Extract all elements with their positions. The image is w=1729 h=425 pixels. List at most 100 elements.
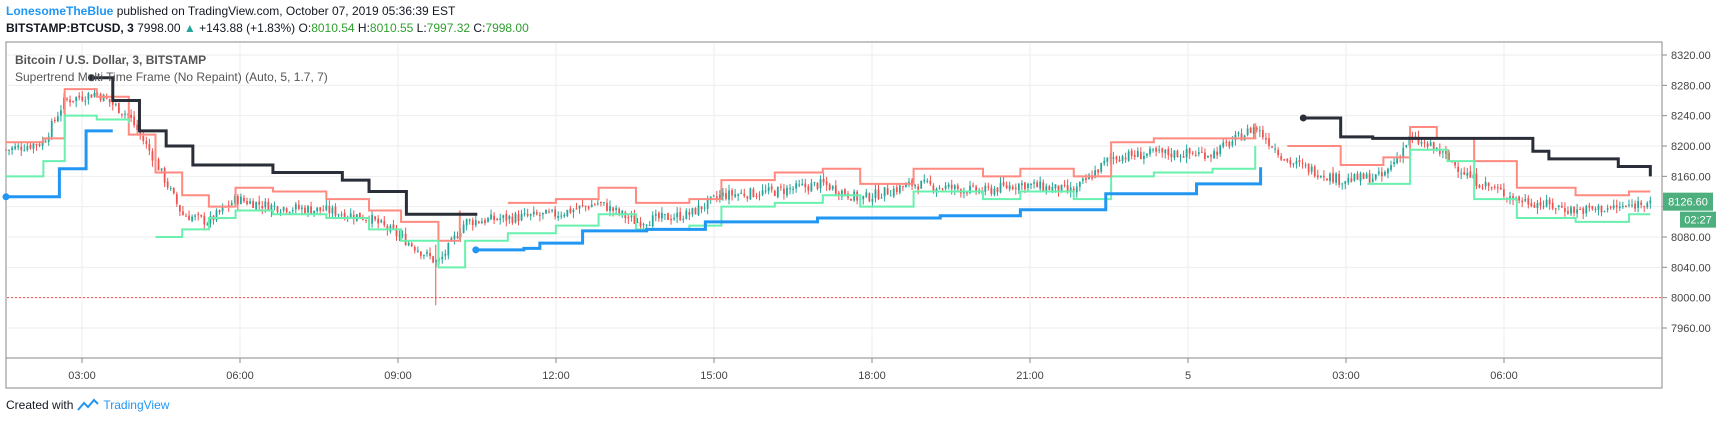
candle-body — [706, 198, 709, 209]
candle-body — [1564, 208, 1566, 212]
candle-body — [1210, 155, 1212, 157]
close-label: C: — [473, 21, 486, 35]
candle-body — [1545, 199, 1548, 207]
candle-body — [810, 183, 813, 192]
candle-body — [1478, 185, 1481, 188]
candle-body — [349, 213, 352, 218]
candle-body — [1069, 187, 1072, 192]
candle-body — [203, 215, 206, 225]
time-tick-label: 03:00 — [68, 370, 96, 382]
candle-body — [1454, 161, 1456, 166]
candle-body — [734, 194, 737, 197]
candle-body — [920, 180, 923, 189]
candle-body — [969, 185, 971, 193]
candle-body — [175, 194, 178, 204]
candle-body — [1194, 154, 1197, 156]
chart-title: Bitcoin / U.S. Dollar, 3, BITSTAMP — [15, 53, 206, 67]
candle-body — [938, 187, 941, 189]
candle-body — [1457, 166, 1460, 172]
candle-body — [258, 201, 261, 205]
candle-body — [1191, 152, 1194, 154]
candle-body — [828, 184, 831, 190]
candle-body — [779, 186, 782, 188]
candle-body — [1179, 156, 1182, 158]
candle-body — [789, 188, 791, 190]
candle-body — [1499, 187, 1502, 190]
candle-body — [749, 188, 752, 200]
candle-body — [865, 192, 868, 197]
candle-body — [1573, 206, 1575, 214]
candle-body — [383, 220, 386, 226]
candle-body — [667, 213, 669, 220]
candle-body — [871, 198, 874, 202]
candle-body — [285, 208, 288, 213]
candle-body — [337, 214, 340, 216]
candle-body — [481, 221, 483, 224]
candle-body — [1329, 173, 1331, 182]
candle-body — [746, 196, 749, 199]
candle-body — [374, 216, 377, 220]
candle-body — [267, 201, 270, 211]
candle-body — [1597, 205, 1600, 210]
tradingview-link[interactable]: TradingView — [103, 398, 170, 412]
candle-body — [1509, 196, 1511, 200]
candle-body — [441, 256, 444, 260]
candle-body — [535, 212, 538, 215]
candle-body — [770, 186, 773, 190]
low-value: 7997.32 — [426, 21, 471, 35]
candle-body — [261, 206, 264, 209]
candle-body — [996, 187, 999, 193]
candle-body — [1066, 185, 1069, 191]
supertrend-up-line — [1367, 148, 1651, 223]
candle-body — [1551, 202, 1554, 209]
candle-body — [1402, 147, 1405, 159]
candle-body — [1139, 152, 1142, 160]
candle-body — [517, 214, 520, 222]
candle-body — [197, 214, 200, 216]
candle-body — [725, 193, 727, 199]
candle-body — [343, 212, 346, 219]
candle-body — [1600, 206, 1603, 213]
candle-body — [209, 216, 212, 224]
candle-body — [1554, 208, 1557, 210]
open-label: O: — [298, 21, 312, 35]
time-tick-label: 09:00 — [384, 370, 412, 382]
candle-body — [657, 212, 660, 219]
candle-body — [834, 185, 837, 194]
author-name[interactable]: LonesomeTheBlue — [6, 4, 114, 18]
candle-body — [81, 96, 84, 101]
candle-body — [90, 94, 93, 98]
candle-body — [26, 146, 29, 150]
candle-body — [11, 147, 14, 151]
candle-body — [1060, 184, 1063, 193]
candle-body — [944, 185, 947, 189]
candle-body — [23, 150, 26, 152]
candle-body — [792, 188, 794, 190]
candle-body — [676, 212, 679, 218]
candle-body — [1167, 149, 1170, 155]
candle-body — [5, 149, 7, 151]
candle-body — [416, 250, 419, 252]
candle-body — [514, 213, 517, 223]
candle-body — [1542, 206, 1545, 208]
candle-body — [1353, 174, 1356, 181]
candle-body — [1390, 165, 1392, 170]
candle-body — [487, 218, 489, 222]
candle-body — [932, 185, 935, 191]
price-axis: 8320.008280.008240.008200.008160.008120.… — [1662, 50, 1711, 335]
candle-body — [1322, 175, 1325, 178]
candle-body — [334, 206, 337, 216]
candle-body — [236, 196, 239, 205]
price-chart[interactable]: 8320.008280.008240.008200.008160.008120.… — [0, 0, 1729, 395]
candle-body — [1637, 201, 1640, 208]
candle-body — [825, 181, 828, 185]
candle-body — [41, 141, 44, 147]
candle-body — [688, 212, 691, 216]
candle-body — [813, 182, 816, 184]
candle-body — [902, 186, 904, 188]
candle-body — [1429, 142, 1432, 146]
candle-body — [17, 145, 20, 148]
candle-body — [1255, 127, 1258, 130]
candle-body — [1496, 187, 1499, 189]
candle-body — [868, 193, 871, 202]
